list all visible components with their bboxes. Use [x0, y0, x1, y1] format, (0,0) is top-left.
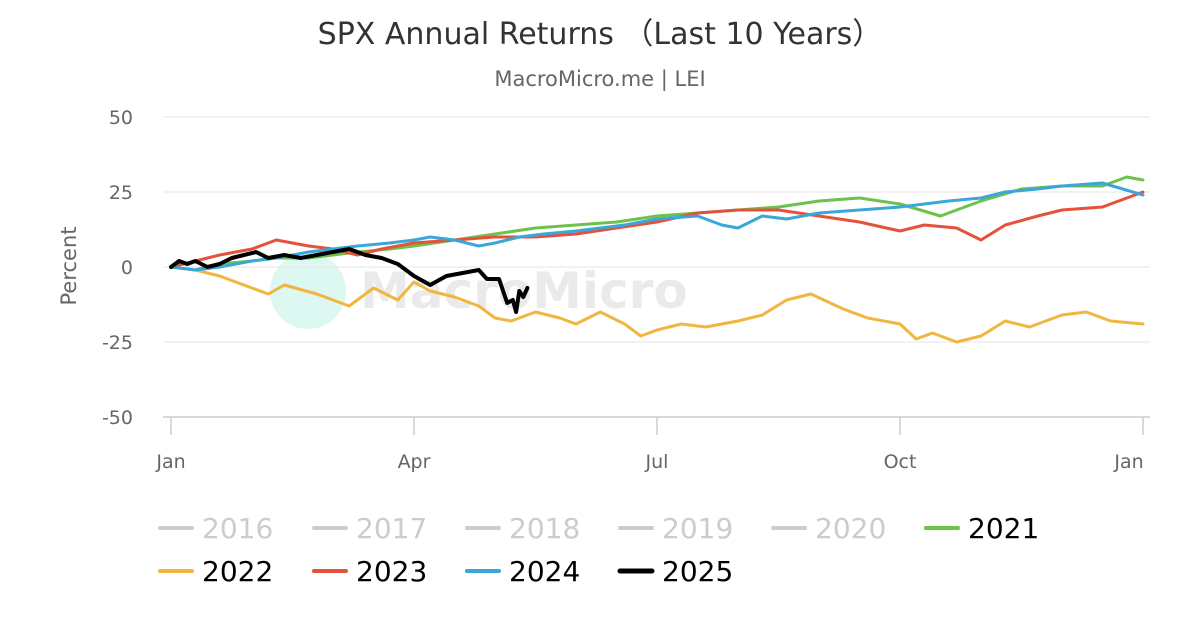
- x-axis: Jan Apr Jul Oct Jan: [155, 416, 1150, 473]
- legend-item-2016[interactable]: 2016: [158, 512, 273, 545]
- y-tick-label: 0: [121, 257, 133, 279]
- legend-item-2025[interactable]: 2025: [617, 555, 733, 588]
- legend-item-2017[interactable]: 2017: [312, 512, 427, 545]
- legend-item-2020[interactable]: 2020: [771, 512, 886, 545]
- legend-item-2023[interactable]: 2023: [312, 555, 427, 588]
- series-line-2025: [169, 247, 530, 314]
- x-tick-label: Jan: [1113, 451, 1143, 473]
- y-tick-label: 50: [109, 107, 133, 129]
- legend-item-2018[interactable]: 2018: [465, 512, 580, 545]
- gridlines: [163, 116, 1150, 343]
- legend-label: 2021: [968, 512, 1039, 545]
- legend-label: 2019: [662, 512, 733, 545]
- legend-label: 2023: [356, 555, 427, 588]
- watermark: MacroMicro: [270, 253, 688, 329]
- series-line-2024: [169, 181, 1145, 272]
- x-tick-label: Jul: [645, 451, 669, 473]
- legend-label: 2025: [662, 555, 733, 588]
- x-tick-label: Apr: [398, 451, 431, 473]
- y-tick-label: 25: [109, 182, 133, 204]
- legend-label: 2024: [509, 555, 580, 588]
- legend-label: 2016: [202, 512, 273, 545]
- legend-label: 2020: [815, 512, 886, 545]
- legend-label: 2022: [202, 555, 273, 588]
- chart-title: SPX Annual Returns （Last 10 Years）: [318, 17, 883, 52]
- series-line-2023: [169, 190, 1145, 269]
- x-tick-label: Oct: [884, 451, 917, 473]
- chart-subtitle: MacroMicro.me | LEI: [494, 67, 705, 92]
- y-tick-label: -50: [102, 407, 133, 429]
- legend-label: 2018: [509, 512, 580, 545]
- x-tick-label: Jan: [155, 451, 185, 473]
- y-tick-label: -25: [102, 332, 133, 354]
- legend-label: 2017: [356, 512, 427, 545]
- legend-item-2024[interactable]: 2024: [465, 555, 580, 588]
- legend: 2016 2017 2018 2019 2020 2021 2022 2023 2024 2025: [158, 512, 1039, 588]
- legend-item-2022[interactable]: 2022: [158, 555, 273, 588]
- legend-item-2019[interactable]: 2019: [618, 512, 733, 545]
- series-line-2022: [169, 265, 1145, 344]
- series-lines: [169, 175, 1145, 344]
- y-axis-ticks: 50 25 0 -25 -50: [102, 107, 133, 429]
- y-axis-title: Percent: [57, 226, 81, 305]
- legend-item-2021[interactable]: 2021: [924, 512, 1039, 545]
